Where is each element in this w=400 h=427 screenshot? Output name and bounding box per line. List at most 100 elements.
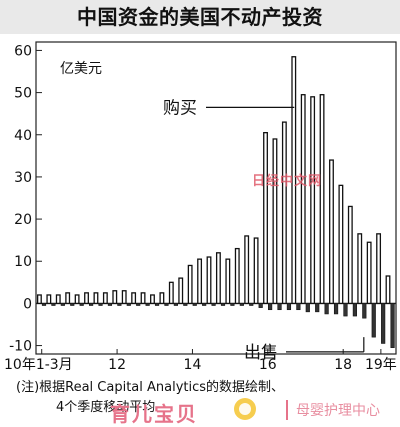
y-tick-label: 30 (14, 170, 32, 186)
sell-bar (41, 303, 47, 306)
sell-annotation: 出售 (244, 343, 278, 363)
buy-bar (131, 292, 137, 305)
watermark-left-text: 育儿宝贝 (110, 404, 198, 426)
x-tick-label: 18 (334, 357, 352, 373)
watermark-divider (286, 400, 288, 420)
buy-bar (74, 294, 80, 305)
buy-bar (187, 264, 193, 305)
sell-bar (249, 303, 254, 306)
sell-bar (268, 303, 273, 311)
buy-bar (215, 252, 221, 305)
sell-bar (89, 303, 94, 306)
buy-annotation: 购买 (163, 98, 197, 118)
sell-bar (390, 303, 395, 348)
sell-bar (343, 303, 348, 317)
sun-logo-icon (234, 398, 256, 420)
sell-bar (324, 303, 329, 315)
buy-bar (281, 121, 287, 305)
buy-bar (338, 184, 344, 305)
y-tick-label: 0 (23, 296, 32, 312)
buy-bar (385, 275, 391, 305)
buy-bar (55, 294, 61, 305)
x-tick-label: 12 (108, 357, 126, 373)
y-axis-label: 亿美元 (60, 61, 102, 77)
buy-bar (36, 294, 42, 305)
buy-bar (272, 138, 278, 305)
sell-bar (220, 303, 226, 306)
sell-bar (333, 303, 339, 315)
buy-bar (234, 247, 240, 305)
buy-bar (140, 292, 146, 305)
sell-bar (258, 303, 263, 308)
y-tick-label: 50 (14, 86, 32, 102)
watermark-right-text: 母婴护理中心 (296, 402, 380, 418)
sell-bar (164, 303, 169, 306)
sell-bar (315, 303, 320, 313)
watermark-nikkei: 日经中文网 (252, 174, 323, 189)
buy-bar (225, 258, 231, 305)
sell-bar (381, 303, 386, 344)
y-tick-label: -10 (9, 339, 32, 355)
buy-bar (253, 237, 259, 305)
y-tick-label: 40 (14, 128, 32, 144)
footnote: (注)根据Real Capital Analytics的数据绘制、 4个季度移动… (16, 378, 284, 418)
plot-frame (35, 41, 397, 355)
x-tick-labels: 10年1-3月 12 14 16 18 19年 (4, 357, 397, 373)
buy-bar (46, 294, 52, 305)
buy-bar (93, 292, 99, 305)
buy-bar (178, 277, 184, 305)
buy-bar (112, 290, 118, 305)
sell-series (41, 303, 395, 348)
sell-bar (173, 303, 178, 306)
x-tick-label: 14 (184, 357, 202, 373)
buy-bar (291, 56, 297, 305)
sell-bar (296, 303, 301, 311)
sell-bar (117, 303, 122, 306)
sell-bar (202, 303, 207, 306)
buy-bar (197, 258, 203, 305)
y-tick-label: 20 (14, 212, 32, 228)
watermark-banner: 育儿宝贝 母婴护理中心 (110, 396, 400, 426)
x-tick-label: 19年 (365, 357, 397, 373)
buy-bar (300, 94, 306, 305)
x-tick-label: 10年1-3月 (4, 357, 73, 373)
y-tick-labels: 60 50 40 30 20 10 0 -10 (9, 43, 32, 354)
buy-bar (159, 292, 165, 305)
y-tick-label: 10 (14, 254, 32, 270)
buy-bar (310, 96, 316, 305)
sell-bar (79, 303, 84, 306)
y-tick-label: 60 (14, 43, 32, 59)
sell-bar (98, 303, 103, 306)
buy-bar (329, 159, 334, 305)
buy-series (36, 56, 391, 305)
sell-bar (126, 303, 131, 306)
buy-bar (263, 131, 268, 305)
buy-bar (121, 290, 127, 305)
footnote-line-2: 4个季度移动平均 (56, 400, 156, 415)
sell-bar (107, 303, 113, 306)
buy-bar (357, 233, 363, 305)
sell-bar (230, 303, 235, 306)
buy-bar (347, 205, 353, 305)
buy-bar (319, 94, 325, 305)
sell-bar (51, 303, 56, 306)
buy-bar (366, 241, 372, 305)
sell-bar (371, 303, 376, 338)
x-tick-label: 16 (259, 357, 277, 373)
sell-bar (154, 303, 160, 306)
sell-bar (70, 303, 75, 306)
buy-bar (65, 292, 71, 305)
sell-bar (136, 303, 141, 306)
buy-bar (150, 294, 155, 305)
buy-bar (102, 292, 108, 305)
sell-bar (183, 303, 188, 306)
bar-chart: 60 50 40 30 20 10 0 -10 10年1-3月 12 14 16 18 19年 购买出售… (4, 41, 397, 373)
sell-bar (239, 303, 244, 306)
sell-bar (277, 303, 282, 311)
buy-bar (244, 235, 250, 305)
buy-bar (206, 256, 212, 305)
buy-bar (168, 281, 174, 305)
sell-bar (305, 303, 310, 313)
sell-bar (192, 303, 197, 306)
